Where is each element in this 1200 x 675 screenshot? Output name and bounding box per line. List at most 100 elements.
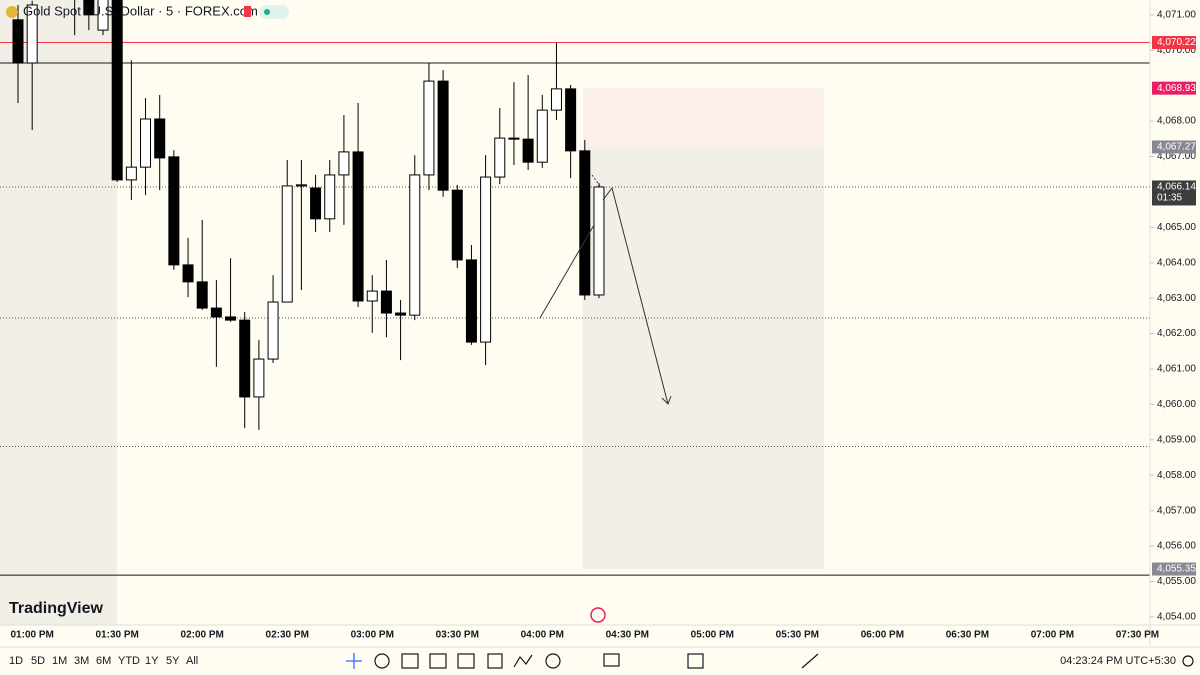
x-tick-label: 05:30 PM (776, 630, 819, 641)
tool-icon[interactable] (487, 653, 503, 669)
y-tick-label: 4,063.00 (1157, 293, 1196, 304)
tool-icon[interactable] (374, 653, 390, 669)
x-tick-label: 01:30 PM (96, 630, 139, 641)
price-label-box (1152, 35, 1196, 49)
range-button[interactable]: All (186, 655, 198, 667)
logo: TradingView (9, 600, 104, 617)
drawing (539, 174, 672, 405)
candle-body (12, 19, 24, 64)
symbol-title[interactable]: Gold Spot / U.S. Dollar · 5 · FOREX.com (23, 3, 258, 18)
y-tick-label: 4,064.00 (1157, 257, 1196, 268)
candle-body (267, 301, 279, 360)
y-tick-label: 4,065.00 (1157, 222, 1196, 233)
candle-body (295, 184, 307, 187)
candle-body (210, 307, 222, 318)
tool-icon[interactable] (429, 653, 447, 669)
x-tick-label: 04:00 PM (521, 630, 564, 641)
candle-body (579, 150, 591, 296)
range-button[interactable]: 5Y (166, 655, 180, 667)
tool-icon[interactable] (801, 653, 819, 669)
symbol-icon[interactable] (6, 6, 18, 18)
x-tick-label: 03:00 PM (351, 630, 394, 641)
x-tick-label: 03:30 PM (436, 630, 479, 641)
candle-body (97, 0, 109, 31)
range-button[interactable]: 3M (74, 655, 89, 667)
tool-icon[interactable] (545, 653, 561, 669)
y-tick-label: 4,058.00 (1157, 470, 1196, 481)
tool-icon[interactable] (513, 654, 533, 668)
range-button[interactable]: 6M (96, 655, 111, 667)
candle-body (536, 109, 548, 163)
tool-icon[interactable] (457, 653, 475, 669)
candle-body (324, 174, 336, 220)
flag-icon[interactable] (244, 6, 251, 17)
price-label-box (1152, 140, 1196, 154)
candle-body (125, 166, 137, 181)
x-tick-label: 02:00 PM (181, 630, 224, 641)
event-icon[interactable] (590, 607, 606, 623)
drawing-toolbar (346, 653, 1194, 669)
candle-body (111, 0, 123, 181)
arrow-line (602, 186, 669, 405)
candle-body (395, 312, 407, 316)
candle-body (565, 88, 577, 152)
y-tick-label: 4,062.00 (1157, 328, 1196, 339)
settings-icon[interactable] (1182, 655, 1194, 667)
trend-line (539, 224, 595, 319)
indicator-count[interactable]: 6 (15, 27, 21, 38)
candle-body (508, 137, 520, 140)
price-label: 4,067.27 (1157, 142, 1196, 153)
range-button[interactable]: 1D (9, 655, 23, 667)
target-zone (583, 146, 824, 570)
price-label-box (1152, 180, 1196, 206)
status-dot (264, 9, 270, 15)
y-tick-label: 4,070.00 (1157, 45, 1196, 56)
candle-body (140, 118, 152, 168)
x-tick-label: 06:00 PM (861, 630, 904, 641)
price-label: 4,070.22 (1157, 37, 1196, 48)
candle-body (494, 137, 506, 178)
candle-body (480, 176, 492, 343)
candle-body (168, 156, 180, 266)
arrow-head (661, 395, 672, 405)
candle-body (310, 187, 322, 220)
candle-body (352, 151, 364, 302)
candle-body (550, 88, 562, 111)
clock: 04:23:24 PM UTC+5:30 (1060, 655, 1176, 667)
candle-body (196, 281, 208, 309)
tool-icon[interactable] (687, 653, 704, 669)
x-tick-label: 07:30 PM (1116, 630, 1159, 641)
price-label: 4,055.35 (1157, 564, 1196, 575)
x-tick-label: 04:30 PM (606, 630, 649, 641)
candle-body (593, 186, 605, 296)
y-tick-label: 4,057.00 (1157, 505, 1196, 516)
candle-body (225, 316, 237, 321)
range-button[interactable]: 1M (52, 655, 67, 667)
price-label: 4,068.93 (1157, 83, 1196, 94)
session-background (0, 0, 117, 625)
y-tick-label: 4,060.00 (1157, 399, 1196, 410)
candle-body (409, 174, 421, 316)
candle-body (253, 358, 265, 398)
y-tick-label: 4,059.00 (1157, 434, 1196, 445)
candle-body (522, 138, 534, 163)
status-pill[interactable] (259, 5, 289, 19)
range-button[interactable]: 5D (31, 655, 45, 667)
tool-icon[interactable] (401, 653, 419, 669)
candle-body (83, 0, 95, 16)
candle-body (154, 118, 166, 159)
candle-body (465, 259, 477, 343)
y-tick-label: 4,056.00 (1157, 541, 1196, 552)
candle-body (281, 185, 293, 303)
range-button[interactable]: YTD (118, 655, 140, 667)
y-tick-label: 4,068.00 (1157, 116, 1196, 127)
x-tick-label: 02:30 PM (266, 630, 309, 641)
tool-icon[interactable] (603, 653, 620, 667)
x-tick-label: 07:00 PM (1031, 630, 1074, 641)
stop-zone (583, 88, 824, 147)
x-tick-label: 06:30 PM (946, 630, 989, 641)
range-button[interactable]: 1Y (145, 655, 159, 667)
price-label-box (1152, 562, 1196, 576)
